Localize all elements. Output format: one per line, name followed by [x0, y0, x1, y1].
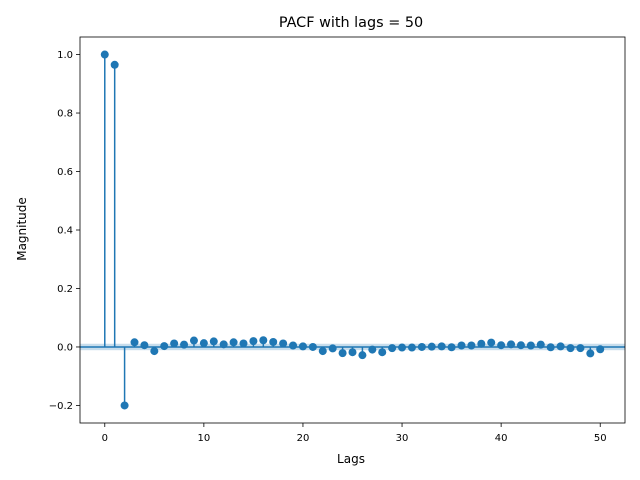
- y-tick-label: 0.2: [57, 284, 73, 295]
- data-point: [388, 344, 397, 353]
- data-point: [239, 339, 248, 348]
- x-tick-label: 20: [297, 433, 310, 444]
- data-point: [407, 343, 416, 352]
- data-point: [457, 341, 466, 350]
- data-point: [150, 347, 159, 356]
- data-point: [348, 348, 357, 357]
- data-point: [170, 339, 179, 348]
- chart-title: PACF with lags = 50: [279, 15, 423, 31]
- data-point: [477, 339, 486, 348]
- data-point: [219, 340, 228, 349]
- x-tick-label: 30: [396, 433, 409, 444]
- y-tick-label: 0.6: [57, 167, 73, 178]
- data-point: [289, 341, 298, 350]
- data-point: [378, 348, 387, 357]
- y-tick-label: 1.0: [57, 50, 73, 61]
- data-point: [209, 337, 218, 346]
- data-point: [566, 344, 575, 353]
- data-point: [576, 344, 585, 353]
- data-point: [328, 344, 337, 353]
- x-tick-label: 50: [594, 433, 607, 444]
- data-point: [259, 336, 268, 345]
- data-point: [279, 339, 288, 348]
- data-point: [507, 340, 516, 349]
- data-point: [229, 338, 238, 347]
- data-point: [269, 337, 278, 346]
- stem-markers: [100, 50, 605, 410]
- x-tick-label: 40: [495, 433, 508, 444]
- x-axis-label: Lags: [337, 452, 365, 466]
- data-point: [318, 347, 327, 356]
- data-point: [487, 338, 496, 347]
- data-point: [298, 342, 307, 351]
- data-point: [189, 336, 198, 345]
- data-point: [556, 342, 565, 351]
- y-tick-label: 0.0: [57, 342, 73, 353]
- axes-frame-rect: [79, 36, 626, 424]
- data-point: [437, 342, 446, 351]
- x-tick-label: 10: [197, 433, 210, 444]
- data-point: [546, 343, 555, 352]
- data-point: [160, 342, 169, 351]
- data-point: [467, 341, 476, 350]
- data-point: [358, 351, 367, 360]
- data-point: [596, 345, 605, 354]
- data-point: [130, 338, 139, 347]
- data-point: [308, 342, 317, 351]
- y-axis-label: Magnitude: [15, 197, 29, 261]
- data-point: [586, 349, 595, 358]
- data-point: [497, 341, 506, 350]
- data-point: [120, 401, 129, 410]
- data-point: [338, 349, 347, 358]
- x-axis-ticks: 0 10 20 30 40 50: [102, 423, 607, 444]
- y-tick-label: 0.4: [57, 226, 73, 237]
- data-point: [536, 340, 545, 349]
- data-point: [368, 345, 377, 354]
- y-tick-label: 0.8: [57, 109, 73, 120]
- y-tick-label: −0.2: [49, 401, 73, 412]
- data-point: [140, 341, 149, 350]
- data-point: [526, 341, 535, 350]
- data-point: [249, 337, 258, 346]
- data-point: [180, 340, 189, 349]
- data-point: [199, 339, 208, 348]
- x-tick-label: 0: [102, 433, 108, 444]
- data-point: [447, 343, 456, 352]
- axes-frame: [79, 36, 626, 424]
- data-point: [398, 343, 407, 352]
- data-point: [516, 341, 525, 350]
- data-point: [110, 60, 119, 69]
- data-point: [100, 50, 109, 59]
- data-point: [427, 342, 436, 351]
- data-point: [417, 342, 426, 351]
- y-axis-ticks: −0.2 0.0 0.2 0.4 0.6 0.8 1.0: [49, 50, 80, 412]
